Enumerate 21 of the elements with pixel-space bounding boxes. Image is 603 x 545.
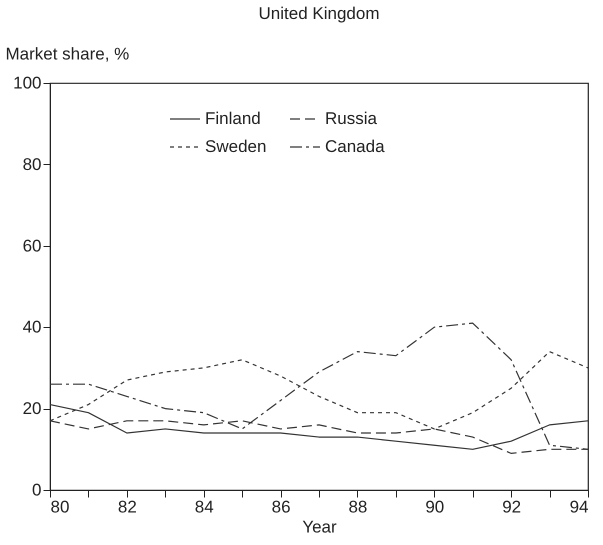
y-tick-label: 0 <box>32 480 42 500</box>
y-tick-label: 60 <box>22 236 42 256</box>
chart-title: United Kingdom <box>258 4 380 23</box>
x-tick-label: 84 <box>194 498 214 516</box>
x-tick-label: 80 <box>50 498 70 516</box>
x-tick-label: 86 <box>272 498 291 516</box>
x-tick-label: 82 <box>118 498 137 516</box>
y-tick-label: 100 <box>13 74 42 92</box>
x-tick-label: 90 <box>425 498 444 516</box>
y-axis-title: Market share, % <box>6 44 130 64</box>
x-tick-label: 88 <box>348 498 368 516</box>
legend-label: Sweden <box>205 137 266 156</box>
x-tick-label: 92 <box>502 498 522 516</box>
y-tick-label: 80 <box>22 154 42 174</box>
legend-label: Canada <box>325 137 386 156</box>
x-tick-label: 94 <box>570 498 588 516</box>
legend-label: Russia <box>325 109 378 128</box>
x-axis-title: Year <box>302 518 338 536</box>
y-tick-label: 40 <box>22 318 42 337</box>
legend-label: Finland <box>205 109 261 128</box>
y-tick-label: 20 <box>22 399 42 418</box>
